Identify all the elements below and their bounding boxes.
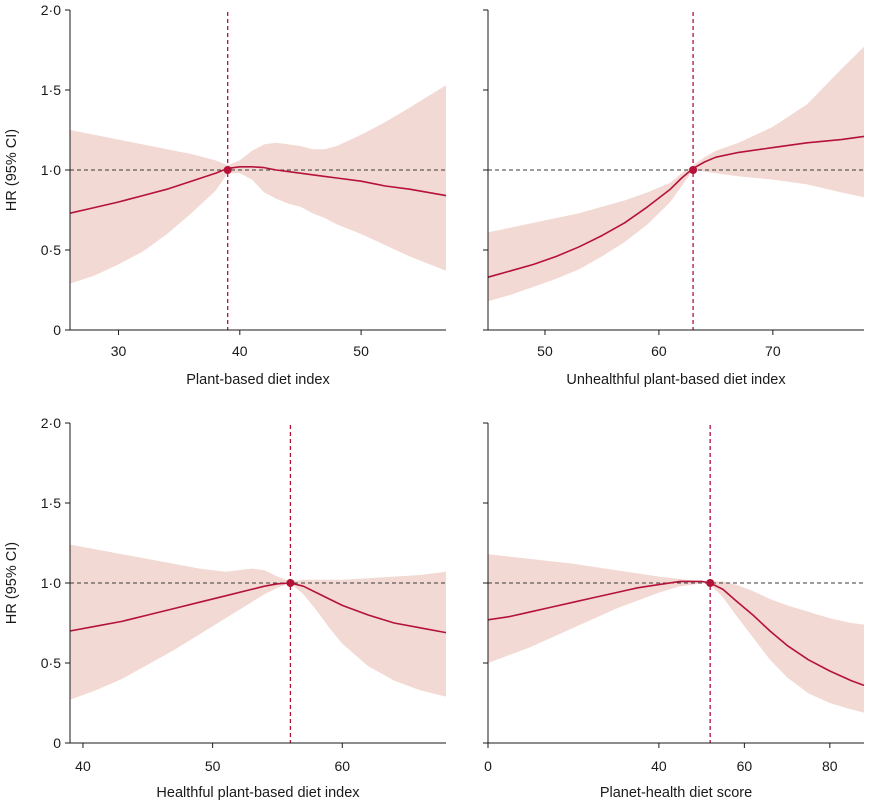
x-tick-label: 60: [334, 758, 350, 774]
reference-point: [286, 579, 295, 587]
x-tick-label: 70: [765, 343, 781, 359]
y-axis-title: HR (95% CI): [4, 129, 20, 211]
x-tick-label: 60: [651, 343, 667, 359]
x-tick-label: 40: [651, 758, 667, 774]
x-axis-title: Plant-based diet index: [186, 372, 330, 388]
x-tick-label: 30: [111, 343, 127, 359]
y-axis-title: HR (95% CI): [4, 542, 20, 624]
y-tick-label: 0·5: [41, 655, 61, 671]
y-tick-label: 1·5: [41, 82, 61, 98]
x-tick-label: 80: [822, 758, 838, 774]
reference-point: [689, 166, 698, 174]
y-tick-label: 1·0: [41, 575, 61, 591]
y-tick-label: 2·0: [41, 415, 61, 431]
panel-4: 0 40 60 80 Planet-health diet score: [483, 422, 865, 801]
x-tick-label: 60: [737, 758, 753, 774]
x-axis-title: Planet-health diet score: [600, 785, 752, 801]
reference-point: [223, 166, 232, 174]
x-tick-label: 50: [205, 758, 221, 774]
x-axis-title: Unhealthful plant-based diet index: [566, 372, 786, 388]
reference-point: [706, 579, 715, 587]
y-tick-label: 0: [53, 322, 61, 338]
x-tick-label: 0: [484, 758, 492, 774]
y-tick-label: 2·0: [41, 2, 61, 18]
x-tick-label: 40: [232, 343, 248, 359]
hr-line: [487, 580, 865, 687]
y-tick-label: 1·0: [41, 162, 61, 178]
x-tick-label: 50: [537, 343, 553, 359]
panel-2: 50 60 70 Unhealthful plant-based diet index: [483, 9, 865, 388]
x-axis-title: Healthful plant-based diet index: [156, 785, 360, 801]
confidence-band: [70, 85, 446, 284]
panel-3: 0 0·5 1·0 1·5 2·0 40 50 60 Healthful plant-based…: [4, 415, 447, 801]
x-tick-label: 50: [353, 343, 369, 359]
y-tick-label: 1·5: [41, 495, 61, 511]
confidence-band: [488, 554, 864, 713]
confidence-band: [488, 46, 864, 302]
x-tick-label: 40: [75, 758, 91, 774]
hr-line: [69, 166, 447, 214]
y-tick-label: 0·5: [41, 242, 61, 258]
panel-1: 0 0·5 1·0 1·5 2·0 30 40 50 Plant-based diet inde…: [4, 2, 447, 388]
hr-line: [487, 135, 865, 278]
y-tick-label: 0: [53, 735, 61, 751]
hr-line: [69, 582, 447, 634]
